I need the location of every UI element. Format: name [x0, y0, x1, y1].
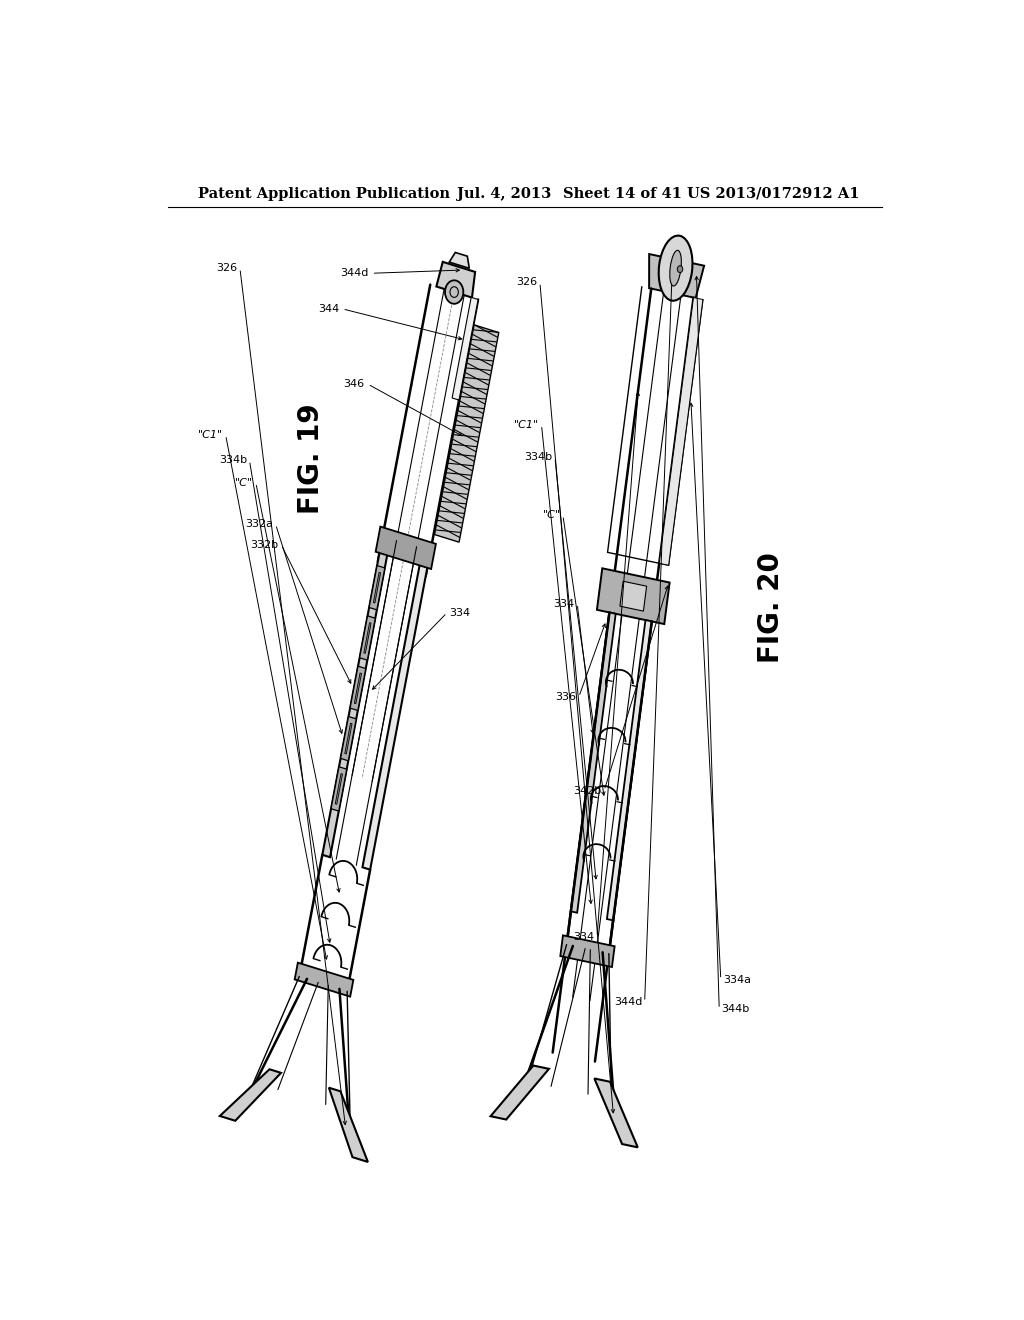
Polygon shape [374, 573, 381, 603]
Text: 334: 334 [554, 598, 574, 609]
Circle shape [677, 265, 683, 273]
Polygon shape [597, 569, 670, 624]
Ellipse shape [670, 251, 681, 286]
Text: 344b: 344b [722, 1005, 750, 1014]
Polygon shape [341, 717, 356, 760]
Polygon shape [331, 767, 347, 810]
Text: 336: 336 [555, 692, 577, 702]
Text: "C1": "C1" [514, 420, 539, 430]
Polygon shape [335, 774, 342, 804]
Polygon shape [345, 723, 352, 754]
Text: 342b: 342b [573, 785, 602, 796]
Text: 334a: 334a [723, 974, 752, 985]
Text: 344d: 344d [613, 997, 642, 1007]
Polygon shape [359, 616, 375, 660]
Text: 332a: 332a [245, 519, 273, 529]
Text: US 2013/0172912 A1: US 2013/0172912 A1 [687, 187, 860, 201]
Polygon shape [329, 1088, 368, 1162]
Text: Patent Application Publication: Patent Application Publication [198, 187, 450, 201]
Polygon shape [649, 253, 705, 298]
Polygon shape [490, 1065, 549, 1119]
Polygon shape [364, 623, 371, 653]
Text: 344d: 344d [340, 268, 369, 279]
Text: 344: 344 [318, 304, 340, 314]
Polygon shape [354, 673, 361, 704]
Ellipse shape [658, 235, 692, 301]
Text: 334b: 334b [219, 455, 247, 465]
Polygon shape [376, 527, 436, 569]
Text: "C1": "C1" [198, 430, 223, 440]
Text: Jul. 4, 2013: Jul. 4, 2013 [458, 187, 552, 201]
Polygon shape [436, 261, 475, 297]
Polygon shape [350, 667, 366, 710]
Polygon shape [560, 936, 614, 968]
Text: 346: 346 [343, 379, 365, 389]
Text: 334: 334 [573, 932, 595, 942]
Polygon shape [570, 612, 615, 912]
Polygon shape [220, 1069, 281, 1121]
Text: 332b: 332b [251, 540, 279, 549]
Polygon shape [434, 325, 499, 543]
Text: 334: 334 [450, 607, 471, 618]
Polygon shape [323, 536, 390, 857]
Text: "C": "C" [543, 510, 560, 520]
Text: FIG. 20: FIG. 20 [757, 552, 784, 663]
Text: FIG. 19: FIG. 19 [297, 403, 325, 513]
Polygon shape [362, 549, 430, 870]
Polygon shape [370, 565, 385, 610]
Polygon shape [607, 620, 651, 920]
Polygon shape [450, 252, 469, 268]
Polygon shape [453, 297, 478, 400]
Text: 326: 326 [216, 263, 238, 273]
Circle shape [445, 280, 463, 304]
Text: "C": "C" [236, 478, 253, 487]
Polygon shape [295, 962, 353, 997]
Text: 334b: 334b [524, 453, 553, 462]
Polygon shape [594, 1078, 638, 1147]
Text: 326: 326 [516, 277, 538, 288]
Polygon shape [620, 581, 646, 611]
Text: Sheet 14 of 41: Sheet 14 of 41 [563, 187, 682, 201]
Polygon shape [659, 297, 702, 565]
